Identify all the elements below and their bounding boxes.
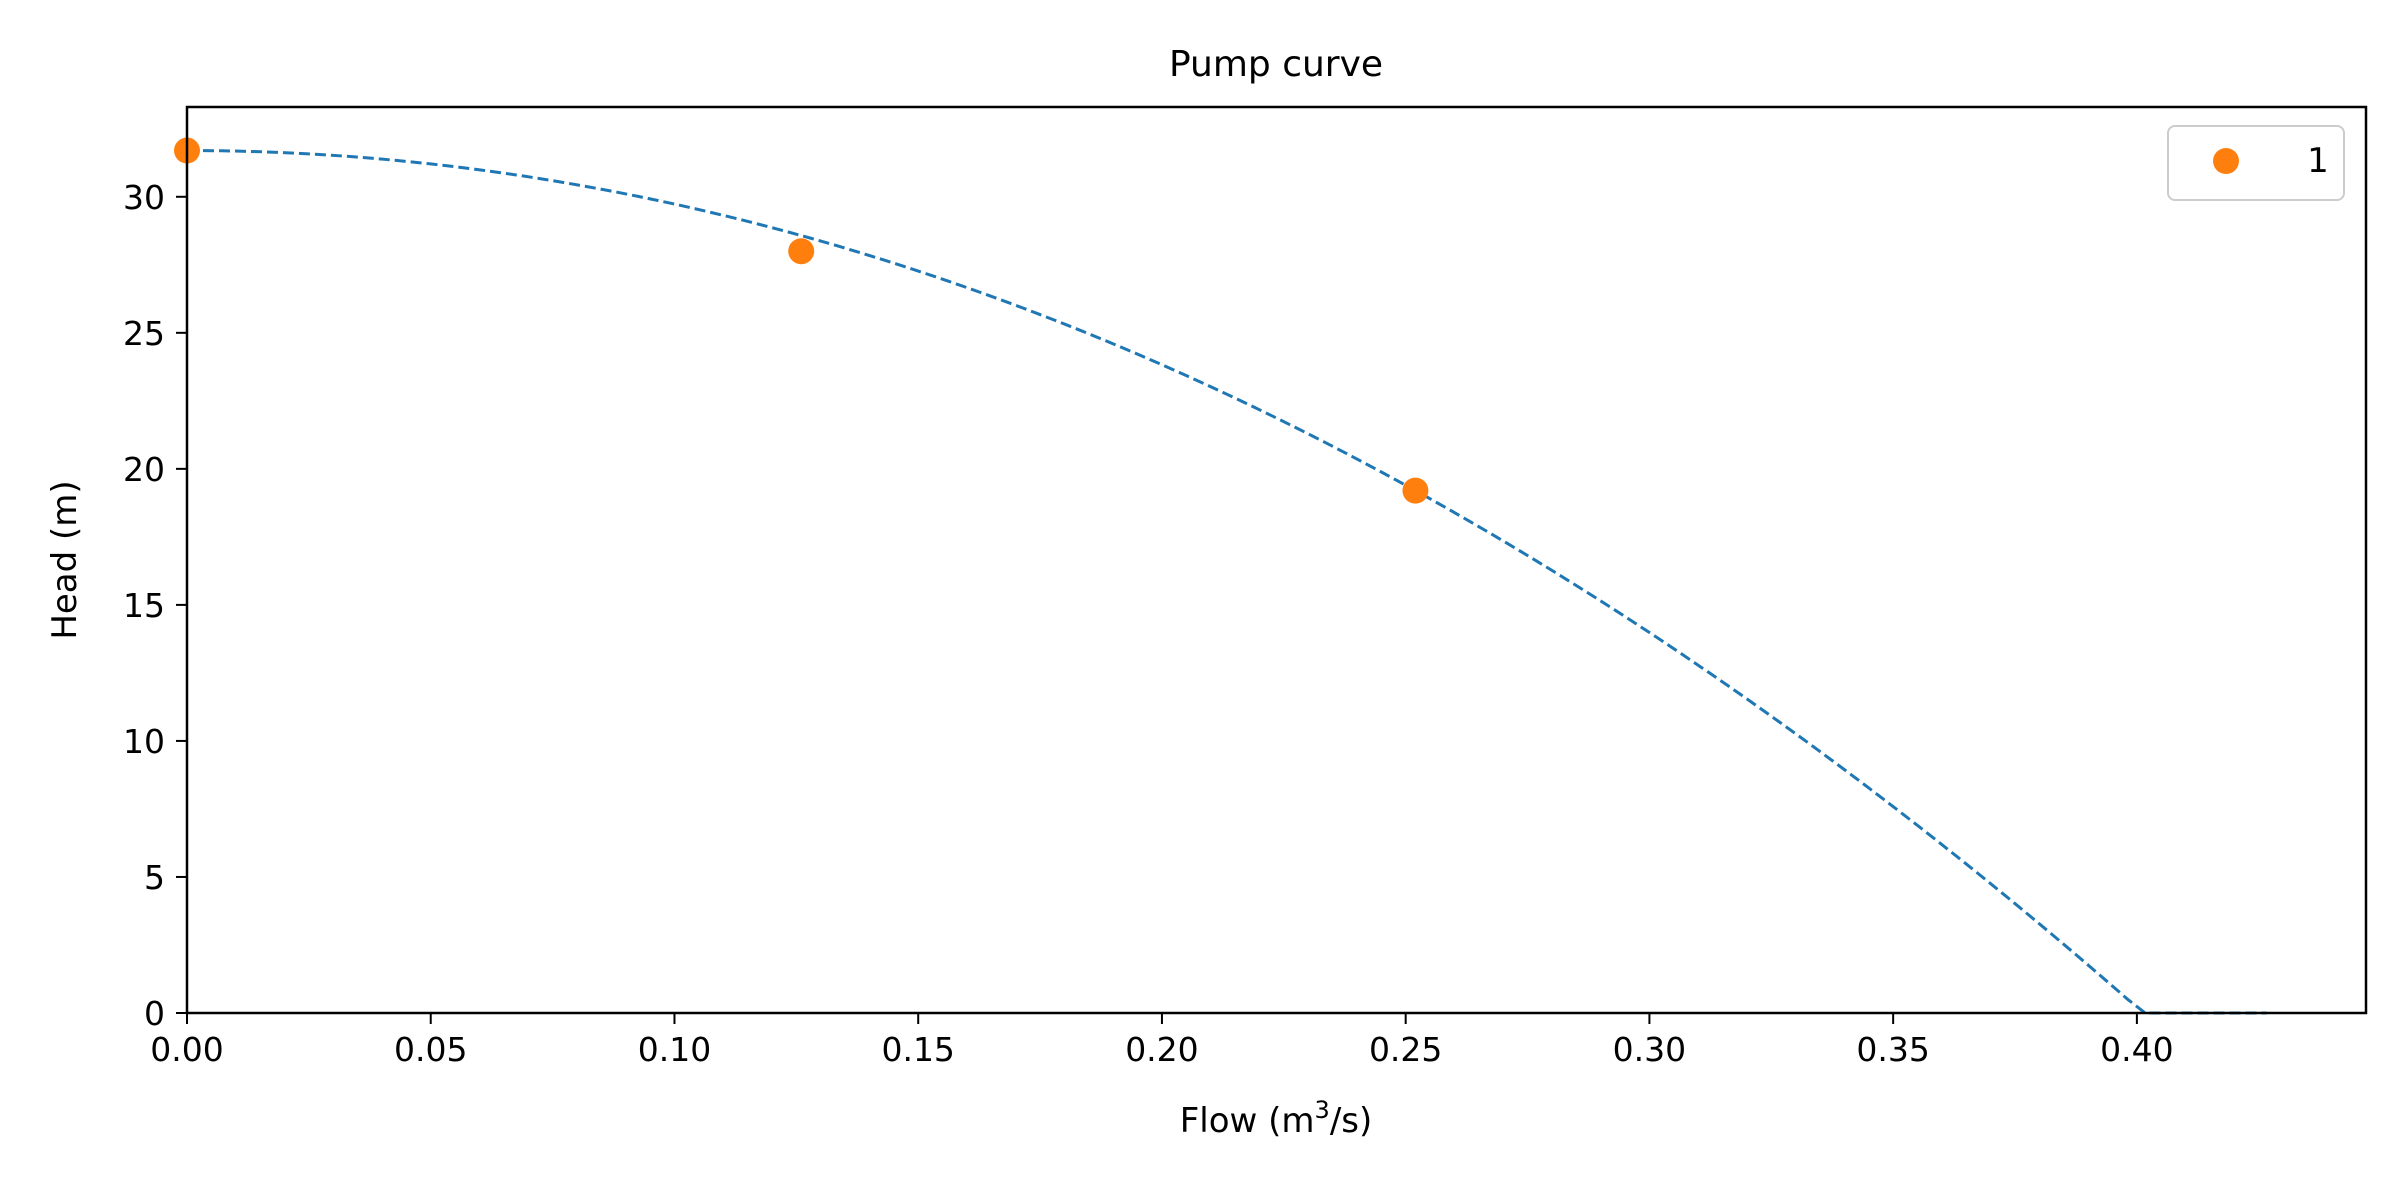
data-point [788, 238, 815, 265]
x-tick-label: 0.25 [1369, 1030, 1442, 1069]
y-tick-label: 15 [123, 586, 165, 625]
y-tick-label: 5 [144, 858, 165, 897]
chart-title: Pump curve [1169, 44, 1383, 85]
x-tick-label: 0.00 [150, 1030, 223, 1069]
pump-curve-line [186, 149, 2267, 1015]
y-axis-ticks: 0 5 10 15 20 25 30 [123, 178, 187, 1033]
x-tick-label: 0.40 [2100, 1030, 2173, 1069]
y-tick-label: 20 [123, 450, 165, 489]
y-axis-label: Head (m) [45, 480, 85, 639]
x-tick-label: 0.30 [1613, 1030, 1686, 1069]
x-tick-label: 0.20 [1125, 1030, 1198, 1069]
legend-marker [2213, 148, 2239, 174]
x-axis-label-superscript: 3 [1315, 1096, 1330, 1124]
plot-area [174, 137, 2267, 1015]
x-axis-label-suffix: /s) [1330, 1101, 1372, 1141]
legend-label: 1 [2307, 141, 2329, 181]
x-axis-label: Flow (m3/s) [1180, 1096, 1373, 1141]
y-tick-label: 30 [123, 178, 165, 217]
y-tick-label: 10 [123, 722, 165, 761]
x-axis-ticks: 0.00 0.05 0.10 0.15 0.20 0.25 0.30 0.35 0.40 [150, 1013, 2174, 1069]
y-tick-label: 0 [144, 994, 165, 1033]
x-tick-label: 0.10 [638, 1030, 711, 1069]
x-tick-label: 0.05 [394, 1030, 467, 1069]
axes-frame [185, 105, 2368, 1015]
y-tick-label: 25 [123, 314, 165, 353]
legend: 1 [2167, 125, 2345, 201]
x-tick-label: 0.35 [1856, 1030, 1929, 1069]
data-point [1402, 477, 1429, 504]
x-axis-label-main: Flow (m [1180, 1101, 1315, 1141]
legend-box [2167, 125, 2345, 201]
x-tick-label: 0.15 [881, 1030, 954, 1069]
